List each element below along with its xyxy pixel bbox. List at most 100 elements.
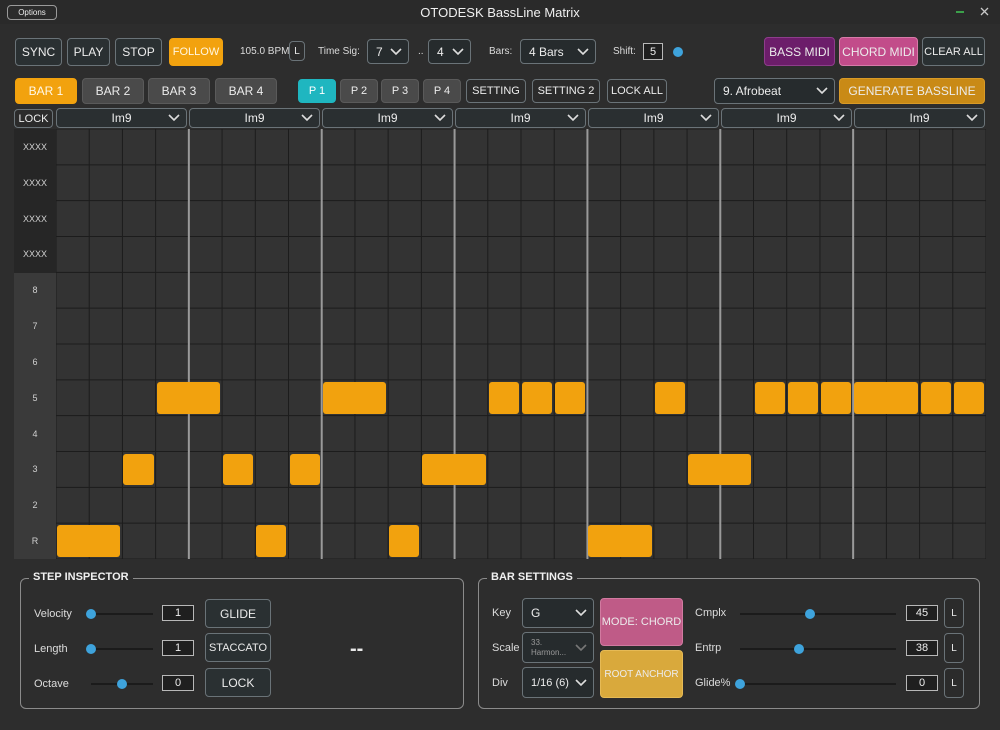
glide-button[interactable]: GLIDE [205, 599, 271, 628]
note-block[interactable] [289, 453, 320, 486]
note-block[interactable] [223, 453, 254, 486]
length-slider[interactable] [86, 644, 153, 654]
note-block[interactable] [787, 381, 818, 414]
chevron-down-icon [452, 47, 464, 55]
tab-bar-2[interactable]: BAR 2 [82, 78, 144, 104]
tab-bar-4[interactable]: BAR 4 [215, 78, 277, 104]
entrp-slider-knob[interactable] [794, 644, 805, 654]
cmplx-lock-button[interactable]: L [944, 598, 964, 628]
note-block[interactable] [820, 381, 852, 414]
row-label: R [31, 536, 39, 547]
chord-select-5[interactable]: Im9 [588, 108, 719, 128]
cmplx-slider[interactable] [740, 609, 896, 619]
note-block[interactable] [57, 525, 121, 557]
step-grid[interactable]: XXXX XXXX XXXX XXXX 8 7 6 5 4 3 2 R [14, 129, 986, 559]
entrp-lock-button[interactable]: L [944, 633, 964, 663]
shift-field[interactable]: 5 [643, 43, 663, 60]
velocity-slider-knob[interactable] [86, 609, 96, 619]
div-select[interactable]: 1/16 (6) [522, 667, 594, 698]
lock-all-button[interactable]: LOCK ALL [607, 79, 667, 103]
note-block[interactable] [322, 381, 387, 414]
note-block[interactable] [854, 381, 918, 414]
scale-select[interactable]: 33. Harmon... [522, 632, 594, 663]
velocity-slider[interactable] [86, 609, 153, 619]
note-block[interactable] [123, 453, 154, 486]
chord-midi-button[interactable]: CHORD MIDI [839, 37, 918, 66]
tab-bar-1[interactable]: BAR 1 [15, 78, 77, 104]
note-block[interactable] [156, 381, 221, 414]
div-value: 1/16 (6) [531, 676, 569, 689]
style-select-value: 9. Afrobeat [723, 84, 782, 98]
title-bar [0, 0, 1000, 24]
options-button[interactable]: Options [7, 5, 57, 20]
play-button[interactable]: PLAY [67, 38, 110, 66]
close-icon[interactable] [980, 7, 989, 16]
sync-button[interactable]: SYNC [15, 38, 62, 66]
length-slider-knob[interactable] [86, 644, 96, 654]
note-block[interactable] [256, 525, 287, 557]
setting-button[interactable]: SETTING [466, 79, 526, 103]
octave-field[interactable]: 0 [162, 675, 194, 691]
glide-pct-field[interactable]: 0 [906, 675, 938, 691]
note-block[interactable] [588, 525, 652, 557]
chevron-down-icon [577, 47, 589, 55]
octave-slider[interactable] [91, 679, 153, 689]
tab-pattern-3[interactable]: P 3 [381, 79, 419, 103]
staccato-button[interactable]: STACCATO [205, 633, 271, 662]
entrp-field[interactable]: 38 [906, 640, 938, 656]
root-anchor-button[interactable]: ROOT ANCHOR [600, 650, 683, 698]
follow-button[interactable]: FOLLOW [169, 38, 223, 66]
length-field[interactable]: 1 [162, 640, 194, 656]
stop-button[interactable]: STOP [115, 38, 162, 66]
note-block[interactable] [688, 453, 752, 486]
step-inspector-panel: STEP INSPECTOR [20, 571, 464, 709]
note-block[interactable] [754, 381, 785, 414]
tab-pattern-2[interactable]: P 2 [340, 79, 378, 103]
tab-bar-3[interactable]: BAR 3 [148, 78, 210, 104]
time-sig-denominator-select[interactable]: 4 [428, 39, 471, 64]
lock-row-button[interactable]: LOCK [14, 109, 53, 128]
note-block[interactable] [422, 453, 486, 486]
octave-slider-knob[interactable] [117, 679, 127, 689]
chord-label: Im9 [643, 111, 664, 125]
cmplx-field[interactable]: 45 [906, 605, 938, 621]
note-block[interactable] [920, 381, 951, 414]
chord-select-4[interactable]: Im9 [455, 108, 586, 128]
glide-pct-lock-button[interactable]: L [944, 668, 964, 698]
setting-2-button[interactable]: SETTING 2 [532, 79, 600, 103]
note-block[interactable] [488, 381, 519, 414]
row-label: 4 [32, 428, 38, 439]
bass-midi-button[interactable]: BASS MIDI [764, 37, 835, 66]
bar-settings-title: BAR SETTINGS [487, 571, 577, 583]
note-block[interactable] [654, 381, 686, 414]
entrp-slider[interactable] [740, 644, 896, 654]
chord-select-2[interactable]: Im9 [189, 108, 320, 128]
chord-select-1[interactable]: Im9 [56, 108, 187, 128]
bars-select[interactable]: 4 Bars [520, 39, 596, 64]
bpm-lock-button[interactable]: L [289, 41, 305, 61]
glide-pct-label: Glide% [695, 677, 731, 689]
key-select[interactable]: G [522, 598, 594, 628]
tab-pattern-1[interactable]: P 1 [298, 79, 336, 103]
note-block[interactable] [953, 381, 984, 414]
mode-chord-button[interactable]: MODE: CHORD [600, 598, 683, 646]
time-sig-numerator-select[interactable]: 7 [367, 39, 409, 64]
generate-bassline-button[interactable]: GENERATE BASSLINE [839, 78, 985, 104]
minimize-icon[interactable] [956, 11, 964, 13]
glide-pct-slider-knob[interactable] [735, 679, 745, 689]
cmplx-slider-knob[interactable] [805, 609, 816, 619]
step-lock-button[interactable]: LOCK [205, 668, 271, 697]
chord-label: Im9 [377, 111, 398, 125]
style-select[interactable]: 9. Afrobeat [714, 78, 835, 104]
octave-label: Octave [34, 678, 69, 690]
chord-select-7[interactable]: Im9 [854, 108, 985, 128]
note-block[interactable] [389, 525, 420, 557]
note-block[interactable] [522, 381, 553, 414]
chord-select-6[interactable]: Im9 [721, 108, 852, 128]
glide-pct-slider[interactable] [735, 679, 896, 689]
tab-pattern-4[interactable]: P 4 [423, 79, 461, 103]
chord-select-3[interactable]: Im9 [322, 108, 453, 128]
clear-all-button[interactable]: CLEAR ALL [922, 37, 985, 66]
velocity-field[interactable]: 1 [162, 605, 194, 621]
note-block[interactable] [555, 381, 586, 414]
